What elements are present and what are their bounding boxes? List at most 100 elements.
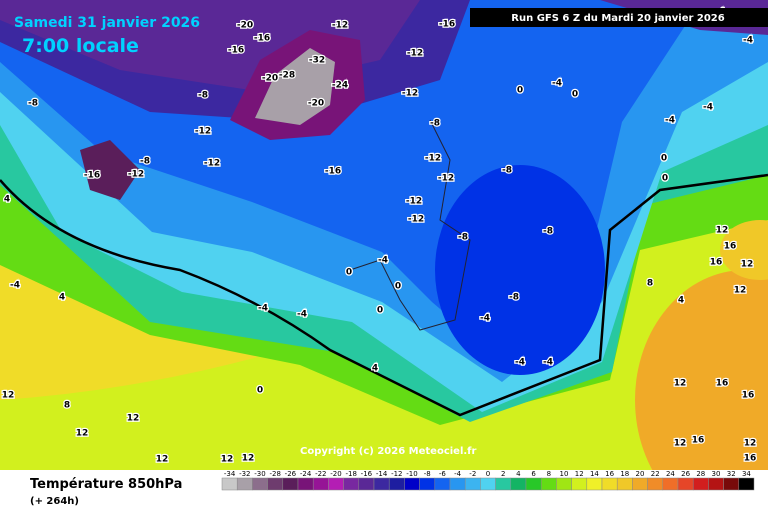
contour-label: -16: [254, 34, 270, 44]
contour-label: 8: [647, 279, 653, 289]
legend-label: -20: [330, 470, 341, 478]
contour-label: -8: [543, 227, 553, 237]
contour-label: 0: [257, 386, 263, 396]
contour-label: -24: [332, 81, 348, 91]
contour-label: -4: [480, 314, 490, 324]
contour-label: -12: [438, 174, 454, 184]
legend-swatch: [343, 477, 360, 491]
contour-label: -20: [308, 99, 324, 109]
contour-label: 4: [4, 195, 10, 205]
contour-label: -4: [378, 256, 388, 266]
legend-swatch: [495, 477, 512, 491]
legend-swatch: [510, 477, 527, 491]
legend-swatch: [525, 477, 542, 491]
contour-label: 0: [662, 174, 668, 184]
legend-label: -22: [315, 470, 326, 478]
contour-label: 0: [377, 306, 383, 316]
run-info: Run GFS 6 Z du Mardi 20 janvier 2026: [511, 13, 724, 24]
legend-label: -28: [269, 470, 280, 478]
legend-swatch: [662, 477, 679, 491]
run-box: [470, 8, 768, 27]
contour-label: 16: [692, 436, 705, 446]
contour-label: -4: [258, 304, 268, 314]
legend-swatch: [601, 477, 618, 491]
contour-label: 16: [724, 242, 737, 252]
contour-label: -4: [515, 358, 525, 368]
color-legend: -34 -32 -30 -28 -26 -24 -22 -20 -18 -16 -14 -12 -10-…: [221, 470, 755, 491]
legend-swatch: [312, 477, 329, 491]
forecast-date: Samedi 31 janvier 2026: [14, 15, 200, 31]
legend-swatch: [571, 477, 588, 491]
contour-label: 12: [716, 226, 729, 236]
contour-label: 0: [346, 268, 352, 278]
contour-label: -16: [84, 171, 100, 181]
legend-label: 12: [575, 470, 584, 478]
contour-label: 0: [661, 154, 667, 164]
contour-label: -16: [439, 20, 455, 30]
contour-label: -20: [237, 21, 253, 31]
contour-label: -12: [204, 159, 220, 169]
legend-swatch: [738, 477, 755, 491]
legend-swatch: [221, 477, 238, 491]
contour-label: 0: [395, 282, 401, 292]
legend-label: -24: [300, 470, 312, 478]
contour-label: -4: [552, 79, 562, 89]
legend-swatch: [373, 477, 390, 491]
legend-swatch: [677, 477, 694, 491]
contour-label: 12: [127, 414, 140, 424]
lead-time: (+ 264h): [30, 496, 79, 507]
contour-label: 12: [674, 439, 687, 449]
legend-swatch: [267, 477, 284, 491]
legend-label: 32: [727, 470, 736, 478]
legend-swatch: [616, 477, 633, 491]
legend-swatch: [632, 477, 648, 491]
contour-label: 8: [64, 401, 70, 411]
legend-swatch: [692, 477, 709, 491]
contour-label: -16: [228, 46, 244, 56]
contour-label: 12: [221, 455, 234, 465]
contour-label: 12: [734, 286, 747, 296]
legend-label: -12: [391, 470, 402, 478]
footer: [0, 470, 768, 512]
legend-swatch: [556, 477, 572, 491]
legend-label: 30: [712, 470, 721, 478]
contour-label: 4: [678, 296, 684, 306]
forecast-time: 7:00 locale: [22, 35, 139, 57]
contour-label: -32: [309, 56, 325, 66]
contour-label: -4: [743, 36, 753, 46]
legend-label: -4: [454, 470, 462, 478]
legend-label: -30: [254, 470, 265, 478]
legend-swatch: [236, 477, 253, 491]
legend-label: 8: [547, 470, 551, 478]
contour-label: -12: [128, 170, 144, 180]
contour-label: 4: [372, 364, 378, 374]
contour-label: -4: [665, 116, 675, 126]
contour-label: -8: [458, 233, 468, 243]
legend-swatch: [419, 477, 436, 491]
contour-label: -12: [425, 154, 441, 164]
contour-label: -4: [543, 358, 553, 368]
legend-swatch: [358, 477, 375, 491]
legend-label: 26: [681, 470, 690, 478]
legend-label: 28: [696, 470, 705, 478]
contour-label: -12: [406, 197, 422, 207]
legend-swatch: [647, 477, 664, 491]
legend-label: 22: [651, 470, 660, 478]
contour-label: -12: [407, 49, 423, 59]
contour-labels: -20-16-12 -16-16 -12-8-8-12-20-32-28-24-20…: [0, 6, 757, 466]
legend-label: -34: [224, 470, 236, 478]
legend-swatch: [252, 477, 268, 491]
contour-label: 16: [742, 391, 755, 401]
contour-label: 16: [744, 454, 757, 464]
legend-swatch: [586, 477, 603, 491]
legend-swatch: [723, 477, 740, 491]
legend-swatch: [464, 477, 481, 491]
contour-label: -28: [279, 71, 295, 81]
legend-label: -2: [469, 470, 476, 478]
field-title: Température 850hPa: [30, 477, 182, 492]
legend-swatch: [540, 477, 557, 491]
contour-label: -8: [502, 166, 512, 176]
contour-label: -8: [198, 91, 208, 101]
